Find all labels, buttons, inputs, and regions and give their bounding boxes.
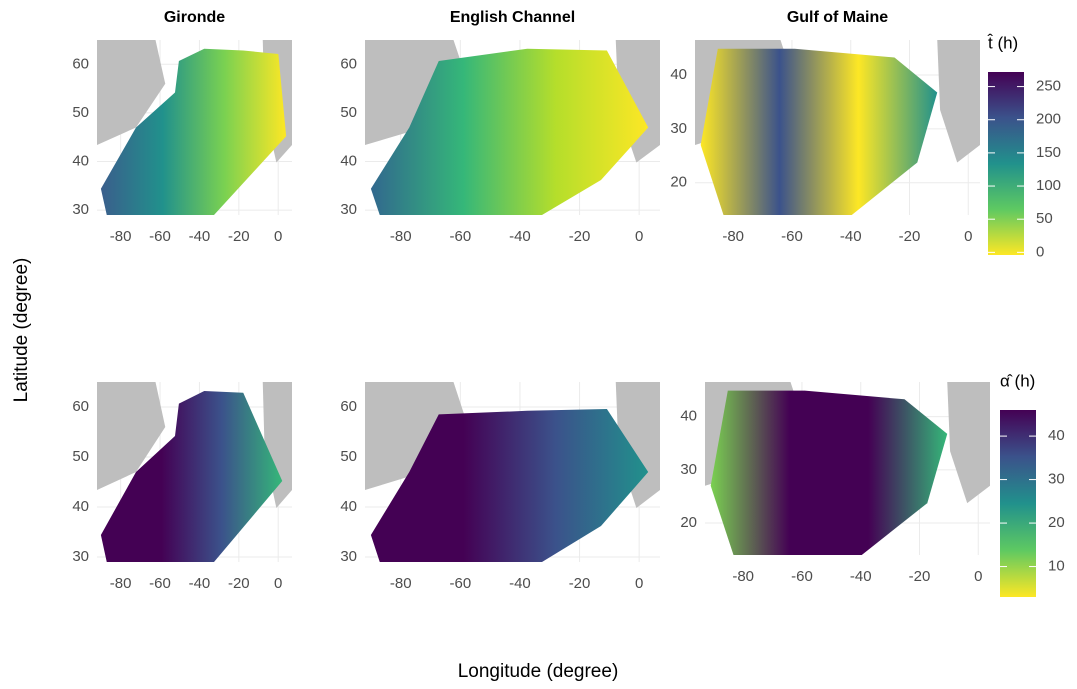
x-tick-label: -60 xyxy=(450,575,472,592)
panel-title: English Channel xyxy=(450,9,575,26)
x-tick-label: -40 xyxy=(850,568,872,585)
land xyxy=(97,382,166,490)
x-tick-label: -60 xyxy=(450,228,472,245)
colorbar xyxy=(1000,410,1036,597)
x-tick-label: -20 xyxy=(569,228,591,245)
y-tick-label: 60 xyxy=(340,398,357,415)
x-tick-label: 0 xyxy=(274,228,282,245)
x-tick-label: 0 xyxy=(635,228,643,245)
colorbar-tick-label: 30 xyxy=(1048,471,1065,488)
x-tick-label: -40 xyxy=(509,228,531,245)
y-tick-label: 20 xyxy=(680,514,697,531)
field xyxy=(370,48,649,215)
colorbar-tick-label: 150 xyxy=(1036,144,1061,161)
panel-title: Gulf of Maine xyxy=(787,9,888,26)
colorbar-tick-label: 100 xyxy=(1036,177,1061,194)
x-tick-label: -60 xyxy=(781,228,803,245)
panel: -80 -60 -40 -20 0 30 40 50 60 xyxy=(340,382,660,592)
y-tick-label: 60 xyxy=(72,55,89,72)
field xyxy=(700,48,938,215)
colorbar-tick-label: 250 xyxy=(1036,78,1061,95)
y-tick-label: 50 xyxy=(340,448,357,465)
x-tick-label: 0 xyxy=(274,575,282,592)
y-tick-label: 40 xyxy=(340,152,357,169)
x-tick-label: -40 xyxy=(189,575,211,592)
x-tick-label: -20 xyxy=(228,228,250,245)
x-tick-label: -20 xyxy=(228,575,250,592)
colorbar-tick-label: 10 xyxy=(1048,558,1065,575)
x-tick-label: -40 xyxy=(189,228,211,245)
y-tick-label: 40 xyxy=(72,152,89,169)
x-tick-label: -40 xyxy=(840,228,862,245)
x-tick-label: 0 xyxy=(964,228,972,245)
x-tick-label: 0 xyxy=(635,575,643,592)
panel: -80 -60 -40 -20 0 30 40 50 60 Gironde xyxy=(72,9,292,245)
y-tick-label: 30 xyxy=(72,201,89,218)
y-axis-label: Latitude (degree) xyxy=(11,258,32,403)
y-tick-label: 60 xyxy=(72,398,89,415)
land xyxy=(947,382,990,504)
y-tick-label: 50 xyxy=(72,104,89,121)
x-tick-label: -20 xyxy=(909,568,931,585)
y-tick-label: 40 xyxy=(680,408,697,425)
x-tick-label: -80 xyxy=(390,575,412,592)
x-tick-label: -60 xyxy=(149,575,171,592)
colorbar-tick-label: 200 xyxy=(1036,111,1061,128)
x-tick-label: -60 xyxy=(791,568,813,585)
panel: -80 -60 -40 -20 0 30 40 50 60 xyxy=(72,382,292,592)
y-tick-label: 30 xyxy=(340,201,357,218)
y-tick-label: 40 xyxy=(340,498,357,515)
colorbar-title: α̂ (h) xyxy=(1000,371,1035,390)
land xyxy=(97,40,166,145)
y-tick-label: 50 xyxy=(72,448,89,465)
y-tick-label: 30 xyxy=(340,548,357,565)
x-tick-label: -20 xyxy=(899,228,921,245)
land xyxy=(365,382,469,490)
x-tick-label: -40 xyxy=(509,575,531,592)
colorbar xyxy=(988,72,1024,255)
x-tick-label: -80 xyxy=(110,228,132,245)
x-tick-label: 0 xyxy=(974,568,982,585)
panel: -80 -60 -40 -20 0 20 30 40 Gulf of Maine t̂ (h) 0 5… xyxy=(670,9,1061,260)
land xyxy=(937,40,980,163)
y-tick-label: 30 xyxy=(72,548,89,565)
panel: -80 -60 -40 -20 0 30 40 50 60 English Channel xyxy=(340,9,660,245)
y-tick-label: 30 xyxy=(680,461,697,478)
colorbar-tick-label: 50 xyxy=(1036,210,1053,227)
x-tick-label: -80 xyxy=(732,568,754,585)
x-tick-label: -80 xyxy=(110,575,132,592)
colorbar-title: t̂ (h) xyxy=(987,33,1018,52)
x-tick-label: -80 xyxy=(722,228,744,245)
field xyxy=(710,390,948,555)
panel: -80 -60 -40 -20 0 20 30 40 α̂ (h) 10 20 30 40 xyxy=(680,371,1065,597)
y-tick-label: 40 xyxy=(670,66,687,83)
y-tick-label: 60 xyxy=(340,55,357,72)
x-tick-label: -20 xyxy=(569,575,591,592)
field xyxy=(100,391,283,562)
y-tick-label: 30 xyxy=(670,120,687,137)
x-tick-label: -80 xyxy=(390,228,412,245)
y-tick-label: 50 xyxy=(340,104,357,121)
colorbar-tick-label: 20 xyxy=(1048,514,1065,531)
field xyxy=(370,409,649,562)
colorbar-tick-label: 40 xyxy=(1048,427,1065,444)
colorbar-tick-label: 0 xyxy=(1036,243,1044,260)
field xyxy=(100,48,287,215)
y-tick-label: 40 xyxy=(72,498,89,515)
x-axis-label: Longitude (degree) xyxy=(458,661,619,682)
panel-title: Gironde xyxy=(164,9,225,26)
x-tick-label: -60 xyxy=(149,228,171,245)
y-tick-label: 20 xyxy=(670,174,687,191)
